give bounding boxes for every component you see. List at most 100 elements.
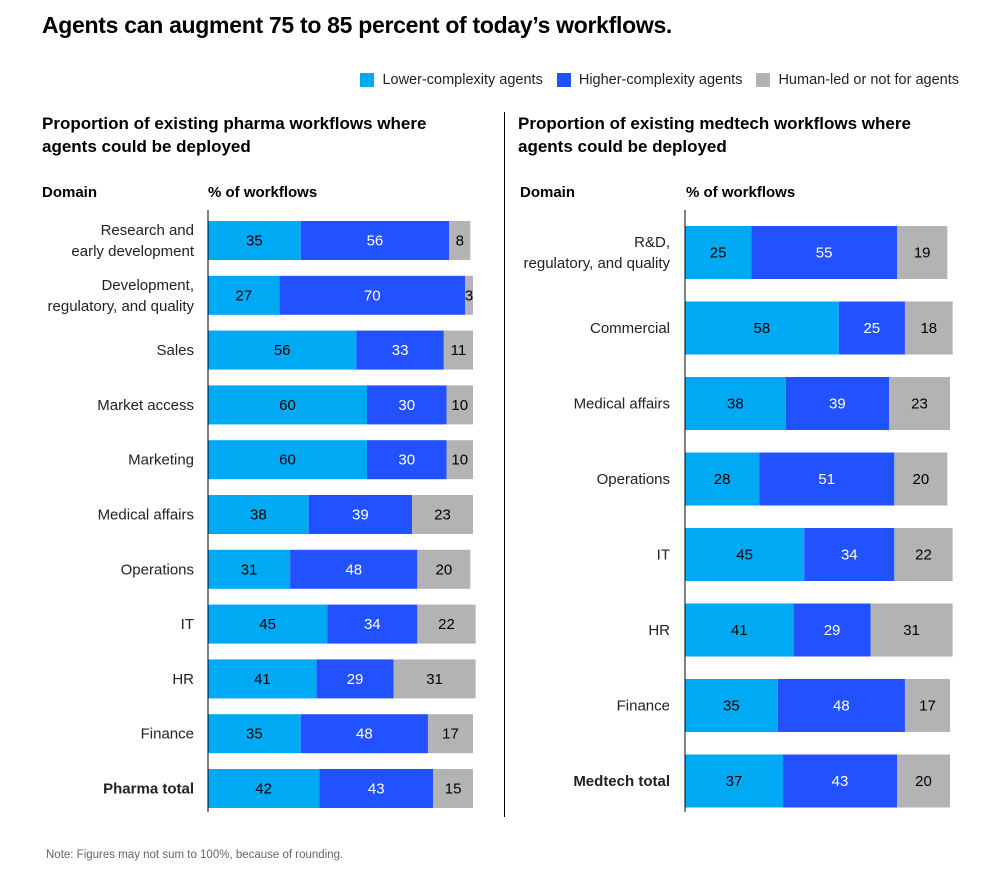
pharma-data-label: 60: [279, 452, 296, 469]
legend-swatch-higher: [556, 73, 571, 87]
medtech-data-label: 17: [919, 698, 936, 715]
pharma-data-label: 15: [445, 781, 462, 798]
medtech-bar-segment-human: [894, 452, 948, 506]
pharma-data-label: 70: [364, 287, 381, 304]
pharma-bar-segment-higher: [308, 495, 413, 534]
medtech-data-label: 58: [754, 320, 771, 337]
pharma-bar-segment-human: [446, 385, 473, 425]
pharma-bar-segment-lower: [208, 549, 291, 589]
medtech-bar-segment-lower: [685, 679, 778, 732]
pharma-category-label: Operations: [121, 561, 194, 578]
medtech-bar-segment-human: [904, 301, 953, 355]
chart-title: Agents can augment 75 to 85 percent of t…: [42, 12, 673, 38]
medtech-data-label: 39: [829, 396, 846, 413]
pharma-value-header: % of workflows: [208, 184, 318, 201]
pharma-bar-segment-higher: [290, 549, 418, 589]
medtech-bar-segment-higher: [783, 754, 897, 808]
medtech-bar-segment-higher: [759, 452, 895, 506]
pharma-domain-header: Domain: [42, 184, 98, 201]
pharma-bar-segment-lower: [208, 221, 301, 260]
pharma-data-label: 35: [246, 233, 263, 250]
legend-item-higher: Higher-complexity agents: [556, 72, 743, 88]
pharma-data-label: 34: [364, 616, 381, 633]
pharma-bar-segment-higher: [327, 604, 418, 644]
pharma-bar-segment-higher: [367, 440, 447, 480]
pharma-category-label: regulatory, and quality: [48, 298, 195, 315]
medtech-bar-segment-human: [889, 377, 950, 430]
medtech-bar-segment-human: [904, 679, 950, 732]
pharma-category-label: Medical affairs: [98, 507, 194, 524]
medtech-bar-segment-human: [870, 603, 953, 657]
medtech-data-label: 20: [913, 471, 930, 488]
medtech-category-label: Finance: [617, 698, 670, 715]
pharma-data-label: 35: [246, 726, 263, 743]
pharma-data-label: 17: [442, 726, 459, 743]
medtech-data-label: 19: [914, 245, 931, 262]
medtech-category-label: regulatory, and quality: [524, 255, 671, 272]
medtech-chart: R&D, regulatory, and quality 25 55 19 Commerc…: [524, 210, 953, 812]
medtech-data-label: 48: [833, 698, 850, 715]
medtech-bar-segment-lower: [685, 754, 784, 808]
legend-item-lower: Lower-complexity agents: [360, 72, 543, 88]
pharma-category-label: Market access: [97, 397, 194, 414]
pharma-bar-segment-higher: [356, 330, 444, 370]
pharma-bar-segment-human: [446, 440, 473, 480]
legend-swatch-lower: [360, 73, 375, 87]
medtech-value-header: % of workflows: [686, 184, 796, 201]
legend-label-lower: Lower-complexity agents: [382, 72, 543, 88]
pharma-data-label: 45: [259, 616, 276, 633]
legend-label-higher: Higher-complexity agents: [578, 72, 743, 88]
pharma-data-label: 31: [241, 561, 258, 578]
medtech-bar-segment-human: [897, 226, 948, 279]
medtech-data-label: 22: [915, 547, 932, 564]
medtech-bar-segment-lower: [685, 528, 805, 581]
pharma-bar-segment-human: [443, 330, 473, 370]
medtech-domain-header: Domain: [520, 184, 576, 201]
pharma-data-label: 8: [456, 233, 464, 250]
pharma-category-label: Marketing: [128, 452, 194, 469]
pharma-data-label: 48: [356, 726, 373, 743]
pharma-data-label: 27: [235, 287, 252, 304]
pharma-bar-segment-lower: [208, 330, 357, 370]
pharma-bar-segment-human: [417, 604, 476, 644]
pharma-chart: Research and early development 35 56 8 Develo…: [48, 210, 476, 812]
medtech-data-label: 41: [731, 622, 748, 639]
medtech-data-label: 29: [824, 622, 841, 639]
pharma-data-label: 31: [426, 671, 443, 688]
pharma-bar-segment-lower: [208, 275, 280, 315]
medtech-bar-segment-lower: [685, 603, 794, 657]
medtech-category-label: R&D,: [634, 234, 670, 251]
pharma-category-label: early development: [71, 243, 194, 260]
pharma-bar-segment-higher: [300, 221, 450, 260]
pharma-bar-segment-human: [412, 495, 473, 534]
pharma-bar-segment-lower: [208, 714, 301, 754]
medtech-data-label: 18: [920, 320, 937, 337]
pharma-data-label: 48: [345, 561, 362, 578]
pharma-data-label: 23: [434, 507, 451, 524]
medtech-data-label: 20: [915, 773, 932, 790]
medtech-data-label: 55: [816, 245, 833, 262]
pharma-data-label: 41: [254, 671, 271, 688]
pharma-data-label: 39: [352, 507, 369, 524]
pharma-data-label: 22: [438, 616, 455, 633]
medtech-category-label: Medtech total: [573, 773, 670, 790]
pharma-data-label: 10: [451, 452, 468, 469]
medtech-category-label: Commercial: [590, 320, 670, 337]
pharma-bar-segment-lower: [208, 385, 367, 425]
pharma-bar-segment-lower: [208, 769, 320, 808]
pharma-bar-segment-higher: [367, 385, 447, 425]
pharma-bar-segment-human: [417, 549, 471, 589]
medtech-data-label: 43: [832, 773, 849, 790]
pharma-bar-segment-lower: [208, 659, 317, 699]
pharma-data-label: 60: [279, 397, 296, 414]
footnote: Note: Figures may not sum to 100%, becau…: [46, 849, 344, 861]
pharma-bar-segment-higher: [300, 714, 428, 754]
medtech-category-label: Medical affairs: [574, 396, 670, 413]
medtech-data-label: 38: [727, 396, 744, 413]
pharma-data-label: 29: [347, 671, 364, 688]
pharma-data-label: 3: [465, 287, 473, 304]
medtech-bar-segment-higher: [751, 226, 897, 279]
medtech-bar-segment-lower: [685, 377, 786, 430]
medtech-data-label: 31: [903, 622, 920, 639]
pharma-bar-segment-higher: [279, 275, 466, 315]
